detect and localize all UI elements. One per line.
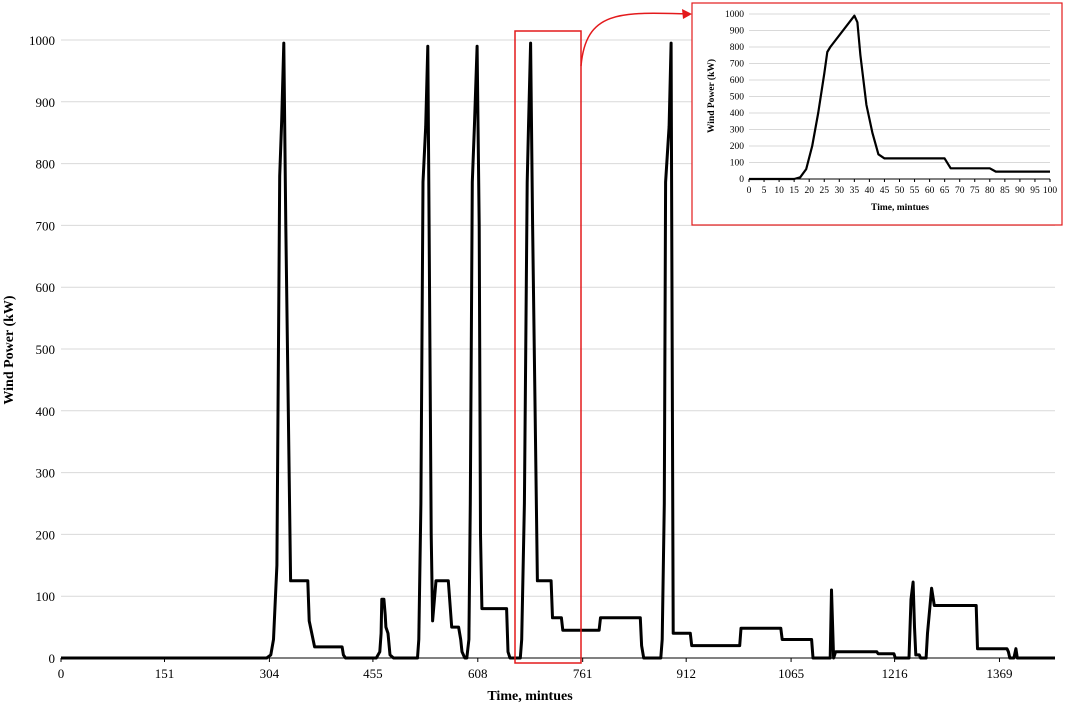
main-y-tick-label: 600: [36, 280, 56, 295]
inset-y-tick-label: 500: [730, 93, 745, 103]
inset-x-tick-label: 95: [1030, 186, 1040, 196]
main-y-tick-label: 800: [36, 157, 56, 172]
inset-x-tick-label: 10: [774, 186, 784, 196]
main-x-tick-label: 761: [573, 666, 593, 681]
x-axis-title: Time, mintues: [487, 689, 573, 704]
inset-x-axis-title: Time, mintues: [871, 203, 929, 213]
inset-y-tick-label: 700: [730, 60, 745, 70]
inset-x-tick-label: 60: [925, 186, 935, 196]
main-x-tick-label: 0: [58, 666, 65, 681]
inset-x-tick-labels: 0 5 10 15 20 25 30 35 40 45 50 55 60 65 70 75 80 85 90 95 10…: [747, 186, 1058, 196]
inset-x-tick-label: 65: [940, 186, 950, 196]
inset-y-tick-label: 300: [730, 126, 745, 136]
inset-series: [749, 14, 1050, 181]
main-y-tick-label: 0: [49, 651, 56, 666]
main-x-tick-label: 1065: [778, 666, 804, 681]
main-series: [61, 41, 1055, 660]
inset-x-tick-label: 35: [850, 186, 860, 196]
inset-x-tick-label: 85: [1000, 186, 1010, 196]
main-y-tick-label: 500: [36, 342, 56, 357]
inset-y-tick-label: 600: [730, 76, 745, 86]
inset-x-tick-label: 55: [910, 186, 920, 196]
main-y-tick-label: 100: [36, 589, 56, 604]
main-x-tick-labels: 0 151 304 455 608 761 912 1065 1216 1369: [58, 666, 1013, 681]
inset-y-tick-label: 100: [730, 159, 745, 169]
inset-x-tick-label: 0: [747, 186, 752, 196]
inset-x-tick-label: 15: [789, 186, 799, 196]
main-x-tick-label: 455: [363, 666, 383, 681]
main-x-tick-label: 1216: [882, 666, 909, 681]
inset-x-tick-label: 100: [1043, 186, 1058, 196]
inset-x-tick-label: 50: [895, 186, 905, 196]
main-x-tick-label: 151: [155, 666, 175, 681]
main-y-tick-label: 1000: [29, 33, 55, 48]
inset-grid: [749, 13, 1050, 163]
main-x-tick-label: 608: [468, 666, 488, 681]
main-y-tick-label: 400: [36, 404, 56, 419]
main-y-tick-label: 900: [36, 95, 56, 110]
inset-y-tick-label: 900: [730, 27, 745, 37]
main-y-tick-label: 700: [36, 218, 56, 233]
inset-y-tick-labels: 0 100 200 300 400 500 600 700 800 900 1000: [725, 10, 744, 185]
callout-arrowhead: [682, 9, 692, 19]
inset-y-tick-label: 800: [730, 43, 745, 53]
main-y-tick-label: 200: [36, 527, 56, 542]
main-x-tick-label: 304: [260, 666, 280, 681]
highlight-box: [514, 30, 582, 664]
main-series-line-0: [61, 41, 1055, 660]
inset-x-tick-label: 30: [835, 186, 845, 196]
inset-x-tick-label: 20: [804, 186, 814, 196]
main-x-tick-label: 1369: [986, 666, 1012, 681]
inset-y-tick-label: 200: [730, 142, 745, 152]
inset-x-tick-label: 75: [970, 186, 980, 196]
inset-x-tick-label: 70: [955, 186, 965, 196]
inset-y-tick-label: 0: [739, 175, 744, 185]
inset-frame: [691, 2, 1063, 226]
main-x-tick-label: 912: [676, 666, 696, 681]
inset-x-tick-label: 80: [985, 186, 995, 196]
inset-y-tick-label: 1000: [725, 10, 744, 20]
main-y-tick-labels: 0 100 200 300 400 500 600 700 800 900 1000: [29, 33, 55, 666]
main-y-tick-label: 300: [36, 466, 56, 481]
callout-arrow: [580, 12, 691, 67]
inset-x-tick-label: 45: [880, 186, 890, 196]
y-axis-title: Wind Power (kW): [2, 295, 17, 404]
inset-y-tick-label: 400: [730, 109, 745, 119]
inset-series-line-0: [749, 14, 1050, 181]
inset-x-tick-label: 5: [762, 186, 767, 196]
inset-x-tick-label: 40: [865, 186, 875, 196]
inset-x-tick-label: 90: [1015, 186, 1025, 196]
inset-x-tick-label: 25: [820, 186, 830, 196]
inset-y-axis-title: Wind Power (kW): [706, 59, 717, 133]
